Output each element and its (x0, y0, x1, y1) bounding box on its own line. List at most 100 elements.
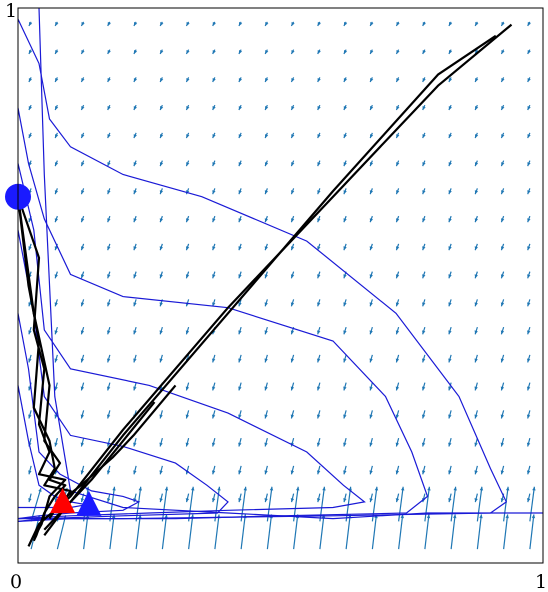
field-arrow (133, 49, 138, 55)
field-arrow (133, 326, 137, 335)
field-arrow (159, 132, 164, 139)
field-arrow-head (159, 302, 163, 307)
field-arrow-head (448, 21, 453, 26)
field-arrow (161, 514, 168, 550)
field-arrow-head (238, 470, 242, 475)
field-arrow-head (343, 470, 347, 475)
field-arrow (240, 486, 247, 522)
field-arrow-head (370, 106, 374, 111)
field-arrow (500, 49, 505, 55)
field-arrow (54, 104, 59, 111)
field-arrow (264, 188, 269, 195)
field-arrow-head (296, 486, 300, 491)
field-arrow (212, 132, 216, 139)
field-arrow-head (212, 358, 216, 363)
field-arrow-head (80, 358, 85, 363)
field-arrow-head (54, 386, 58, 391)
field-arrow (369, 271, 373, 279)
field-arrow (474, 243, 478, 251)
field-arrow-head (448, 162, 452, 167)
field-arrow-head (80, 442, 85, 447)
field-arrow (343, 132, 347, 139)
field-arrow-head (500, 414, 505, 419)
field-arrow-head (164, 486, 169, 491)
field-arrow (448, 132, 452, 139)
field-arrow-head (133, 330, 137, 335)
field-arrow-head (369, 218, 374, 223)
field-arrow-head (133, 246, 137, 251)
field-arrow (185, 49, 190, 55)
field-arrow-head (317, 358, 321, 363)
field-arrow (54, 132, 59, 139)
field-arrow-head (369, 414, 373, 419)
field-arrow (422, 354, 426, 363)
field-arrow (106, 493, 111, 503)
field-arrow-head (396, 190, 400, 195)
field-arrow-head (107, 330, 111, 335)
field-arrow (421, 437, 426, 447)
field-arrow-shaft (56, 515, 67, 550)
field-arrow-head (238, 302, 242, 307)
field-arrow (211, 410, 216, 419)
field-arrow (185, 271, 190, 279)
field-arrow-head (186, 77, 190, 82)
field-arrow (369, 326, 373, 335)
field-arrow-head (422, 21, 426, 26)
field-arrow (290, 271, 295, 279)
field-arrow-head (396, 106, 400, 111)
field-arrow-head (322, 486, 326, 491)
field-arrow-head (238, 386, 242, 391)
field-arrow-head (526, 442, 531, 447)
field-arrow (54, 215, 59, 223)
field-arrow (185, 77, 190, 83)
field-arrow-head (453, 514, 457, 519)
field-arrow-head (159, 274, 163, 279)
field-arrow-head (238, 442, 242, 447)
field-arrow (317, 49, 321, 55)
field-arrow-head (54, 274, 58, 279)
field-arrow-head (133, 302, 137, 307)
field-arrow-head (526, 386, 531, 391)
field-arrow-head (369, 162, 374, 167)
field-arrow (395, 21, 400, 27)
field-arrow-head (291, 49, 295, 54)
field-arrow-head (291, 77, 295, 82)
field-arrow (133, 465, 137, 475)
field-arrow-head (264, 190, 269, 195)
field-arrow (448, 160, 452, 167)
field-arrow-head (316, 414, 321, 419)
field-arrow-head (238, 414, 242, 419)
field-arrow-head (133, 442, 137, 447)
x-tick-label-1: 1 (535, 571, 547, 592)
field-arrow (448, 21, 453, 27)
field-arrow-head (395, 302, 400, 307)
field-arrow-head (238, 21, 243, 26)
field-arrow-head (38, 487, 42, 492)
field-arrow-head (291, 21, 295, 26)
field-arrow (500, 132, 505, 139)
field-arrow-head (185, 246, 190, 251)
field-arrow-head (269, 486, 274, 491)
field-arrow-head (81, 162, 85, 167)
field-arrow (28, 493, 32, 503)
field-arrow (500, 410, 505, 419)
field-arrow (448, 410, 452, 419)
field-arrow (343, 437, 347, 447)
field-arrow (238, 493, 242, 503)
field-arrow (238, 77, 243, 83)
field-arrow-head (28, 246, 32, 251)
field-arrow-head (238, 49, 243, 54)
field-arrow (211, 437, 216, 447)
field-arrow-shaft (450, 514, 456, 550)
field-arrow-head (291, 218, 295, 223)
field-arrow-head (316, 442, 321, 447)
field-arrow (107, 215, 111, 223)
field-arrow-head (500, 302, 505, 307)
end-blue-marker (76, 490, 102, 516)
field-arrow (238, 299, 242, 307)
field-arrow-head (211, 498, 216, 503)
field-arrow-head (500, 246, 505, 251)
field-arrow-shaft (450, 486, 457, 522)
field-arrow-head (28, 21, 33, 26)
field-arrow-head (81, 190, 85, 195)
